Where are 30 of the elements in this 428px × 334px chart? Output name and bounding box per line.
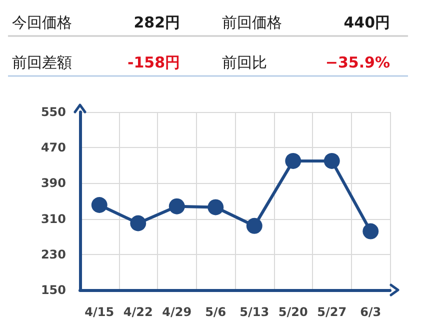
- point: [362, 223, 379, 240]
- point: [246, 218, 262, 234]
- text: 282円: [134, 14, 180, 32]
- y-tick-label: 390: [40, 176, 66, 190]
- text: 今回価格: [12, 14, 72, 32]
- x-tick-label: 5/13: [240, 305, 270, 319]
- x-tick-label: 4/22: [123, 305, 153, 319]
- y-tick-label: 470: [40, 140, 66, 155]
- point: [324, 152, 340, 169]
- point: [168, 198, 185, 214]
- point: [285, 152, 302, 169]
- text: 440円: [344, 14, 390, 32]
- x-tick-label: 4/29: [162, 305, 192, 319]
- text: −35.9%: [325, 54, 390, 72]
- text: 前回差額: [12, 54, 72, 72]
- x-tick-label: 4/15: [84, 305, 114, 319]
- point: [91, 197, 108, 213]
- y-tick-label: 230: [40, 247, 66, 262]
- y-tick-label: 150: [40, 283, 66, 297]
- x-tick-label: 6/3: [360, 305, 382, 319]
- point: [208, 199, 224, 216]
- text: 前回価格: [222, 14, 282, 32]
- y-tick-label: 310: [40, 212, 66, 226]
- x-tick-label: 5/6: [205, 305, 226, 319]
- x-tick-label: 5/20: [278, 305, 308, 319]
- y-tick-label: 550: [40, 105, 66, 119]
- point: [130, 215, 146, 232]
- x-tick-label: 5/27: [317, 305, 347, 319]
- text: 前回比: [222, 54, 267, 72]
- text: -158円: [127, 54, 180, 72]
